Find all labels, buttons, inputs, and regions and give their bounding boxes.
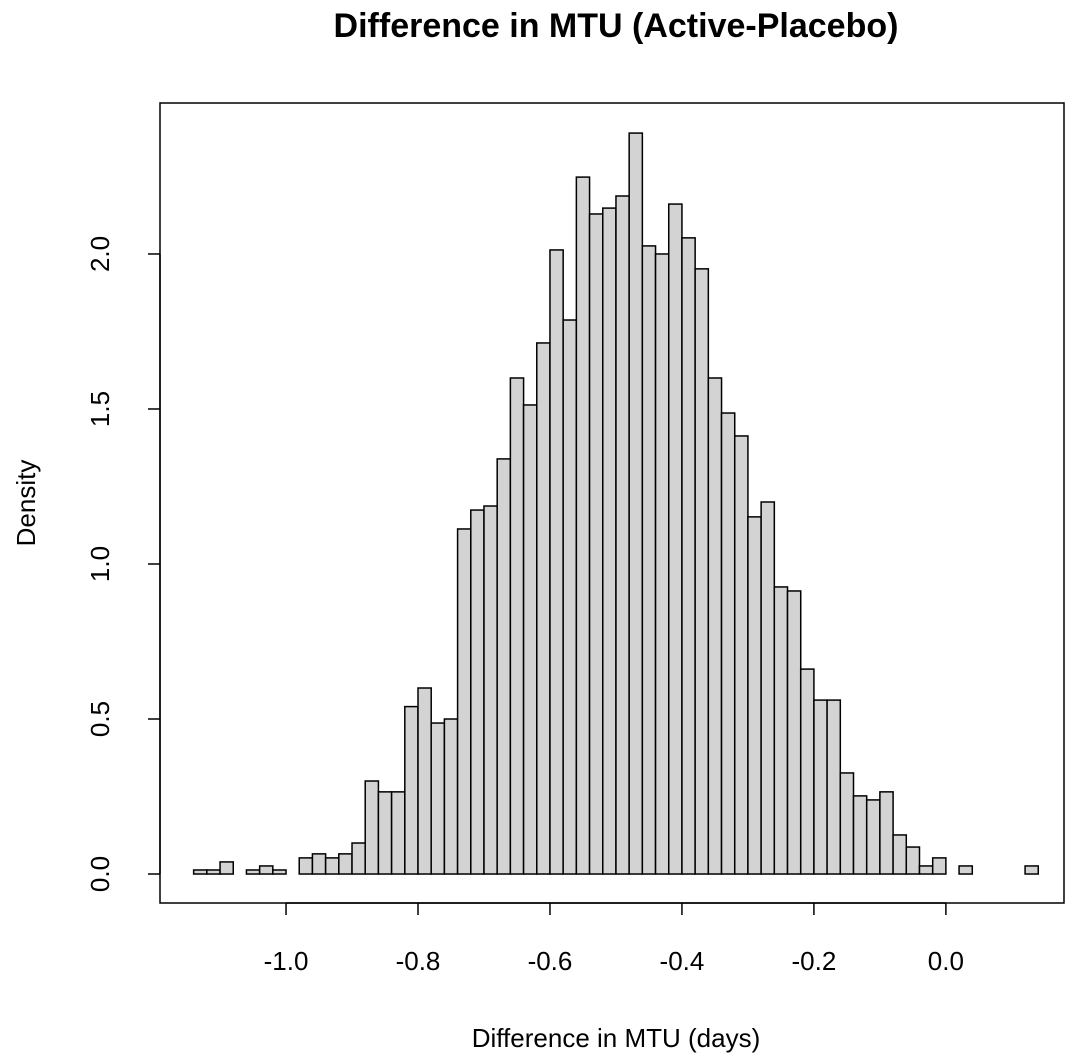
bar [588,213,604,875]
bar [245,869,261,875]
bar [219,861,234,875]
bar [813,699,828,875]
bar [905,846,921,875]
bar [1024,865,1040,875]
bar [733,435,749,875]
bar [443,718,459,875]
bar [470,509,485,875]
bar [522,404,538,875]
bar [456,528,472,875]
bar [364,780,380,875]
x-tick-label: -0.2 [792,946,837,976]
bar [747,516,762,875]
y-tick-label: 2.0 [85,236,115,272]
bar [654,253,670,875]
bar [338,853,353,875]
bar [483,505,498,875]
bar [892,834,908,875]
bar [404,705,419,875]
bar [707,377,723,875]
bar [839,772,855,875]
bar [628,132,644,875]
bar [496,458,512,875]
bar [206,869,221,875]
bar [351,842,366,875]
bar [879,791,894,875]
bar [324,857,340,875]
bar [667,203,683,875]
x-tick-label: -0.4 [660,946,705,976]
y-axis-label: Density [11,460,41,547]
bar [430,722,446,875]
bar [799,668,815,875]
bar [311,853,327,875]
bar [298,857,314,875]
x-tick-label: -1.0 [264,946,309,976]
bar [773,586,789,875]
bar [377,791,393,875]
bar [562,319,578,875]
bar [931,857,947,875]
y-tick-label: 0.5 [85,701,115,737]
bar [958,865,974,875]
bar [615,195,630,875]
bar [760,501,776,875]
x-tick-label: 0.0 [928,946,964,976]
x-axis-label: Difference in MTU (days) [472,1023,761,1053]
bar [786,590,802,875]
y-tick-label: 0.0 [85,856,115,892]
bar [417,687,432,875]
y-tick-label: 1.5 [85,391,115,427]
bar [694,268,710,875]
bar [192,869,208,875]
bar [549,249,564,875]
bar [258,865,274,875]
bar [575,176,591,875]
x-tick-label: -0.8 [396,946,441,976]
bar [272,869,287,875]
bar [641,245,657,875]
chart-title: Difference in MTU (Active-Placebo) [334,7,899,45]
bar [852,795,868,875]
bar [509,377,525,875]
bar [720,412,736,875]
bar [865,799,881,875]
bar [826,699,842,875]
y-tick-label: 1.0 [85,546,115,582]
bar [918,865,934,875]
bar [390,791,406,875]
bar [602,207,617,875]
bar [681,237,696,875]
x-tick-label: -0.6 [528,946,573,976]
bar [536,342,551,875]
